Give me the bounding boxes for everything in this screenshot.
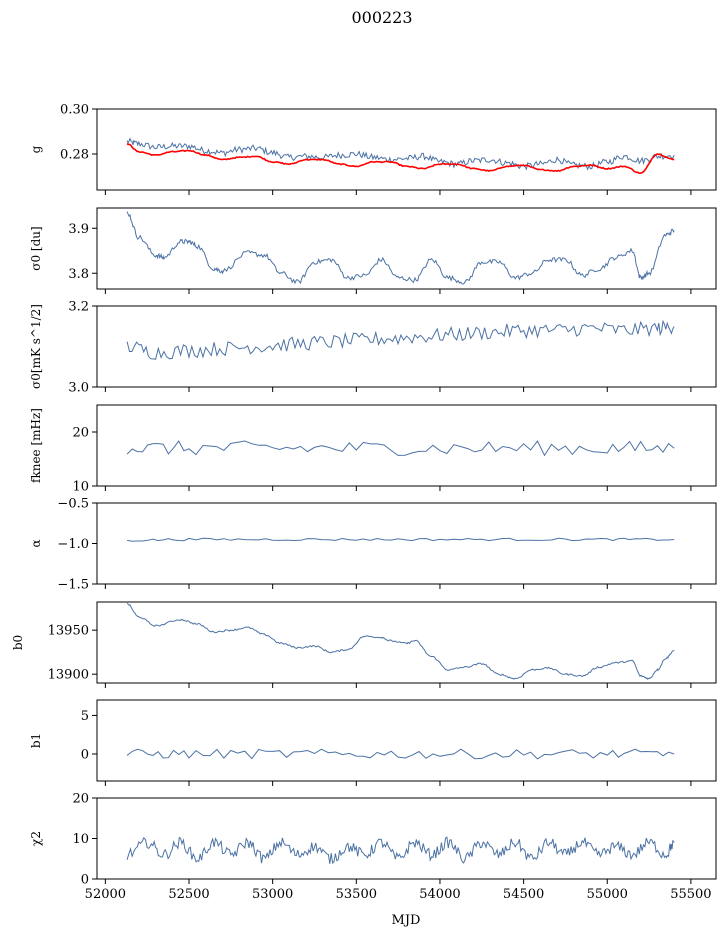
y-tick-label: 3.2	[68, 300, 89, 315]
y-tick-label: −1.0	[57, 537, 89, 552]
axes-frame	[96, 699, 717, 782]
y-tick-label: 20	[72, 426, 89, 441]
x-tick-label: 54000	[419, 887, 460, 902]
x-tick-label: 53000	[252, 887, 293, 902]
panel-sigma0_du: 3.8 3.9 σ0 [du]	[29, 207, 717, 294]
panel-sigma0_mk: 3.0 3.2 σ0[mK s^1/2]	[29, 300, 717, 396]
y-axis-label: b0	[11, 635, 25, 650]
axes-frame	[96, 108, 717, 191]
axes-frame	[96, 305, 717, 388]
axes-frame	[96, 207, 717, 290]
y-axis-label: b1	[29, 733, 43, 748]
x-axis-label: MJD	[392, 913, 421, 928]
y-tick-label: 10	[72, 832, 89, 847]
y-axis-label: α	[29, 539, 43, 547]
panel-g: 0.28 0.30 g	[29, 103, 717, 195]
series-line	[126, 211, 675, 285]
axes-frame	[96, 601, 717, 684]
series-line	[127, 537, 675, 542]
y-tick-label: 13950	[48, 624, 89, 639]
panel-b1: 0 5 b1	[29, 699, 717, 786]
x-tick-label: 53500	[336, 887, 377, 902]
y-tick-label: 3.0	[68, 381, 89, 396]
panel-fknee: 10 20 fknee [mHz]	[29, 404, 717, 495]
panel-alpha: −1.5 −1.0 −0.5 α	[29, 497, 717, 593]
y-tick-label: −0.5	[57, 497, 89, 512]
y-tick-label: 13900	[48, 668, 89, 683]
y-tick-label: 3.8	[68, 267, 89, 282]
y-tick-label: 0.28	[60, 148, 89, 163]
series-line	[126, 748, 675, 760]
series-line	[126, 319, 675, 360]
y-tick-label: 0	[81, 873, 89, 888]
y-axis-label: g	[29, 145, 43, 153]
y-tick-label: 0	[81, 748, 89, 763]
y-axis-label: χ2	[29, 831, 43, 846]
y-tick-label: 0.30	[60, 103, 89, 118]
y-axis-label: fknee [mHz]	[29, 408, 43, 483]
series-line-model	[126, 142, 675, 175]
y-axis-label: σ0[mK s^1/2]	[29, 304, 43, 389]
panel-chi2: 52000 52500 53000 53500 54000 54500 55000 55500…	[29, 792, 717, 902]
axes-frame	[96, 502, 717, 585]
axes-frame	[96, 797, 717, 880]
y-axis-label: σ0 [du]	[29, 226, 43, 270]
y-tick-label: −1.5	[57, 578, 89, 593]
axes-frame	[96, 404, 717, 487]
y-tick-label: 20	[72, 792, 89, 807]
y-tick-label: 5	[81, 709, 89, 724]
figure-title: 000223	[351, 8, 412, 27]
x-tick-label: 55000	[587, 887, 628, 902]
subplots: 0.28 0.30 g 3.8 3.9 σ0 [du] 3.0 3.2 σ0[mK s^1/2]…	[11, 103, 717, 902]
y-tick-label: 3.9	[68, 222, 89, 237]
x-tick-label: 52000	[85, 887, 126, 902]
series-line	[126, 602, 675, 681]
series-line	[126, 137, 675, 171]
x-tick-label: 54500	[503, 887, 544, 902]
series-line	[126, 440, 675, 457]
panel-b0: 13900 13950 b0	[11, 601, 717, 688]
series-line	[126, 836, 675, 864]
x-tick-label: 52500	[168, 887, 209, 902]
x-tick-label: 55500	[670, 887, 711, 902]
y-tick-label: 10	[72, 480, 89, 495]
